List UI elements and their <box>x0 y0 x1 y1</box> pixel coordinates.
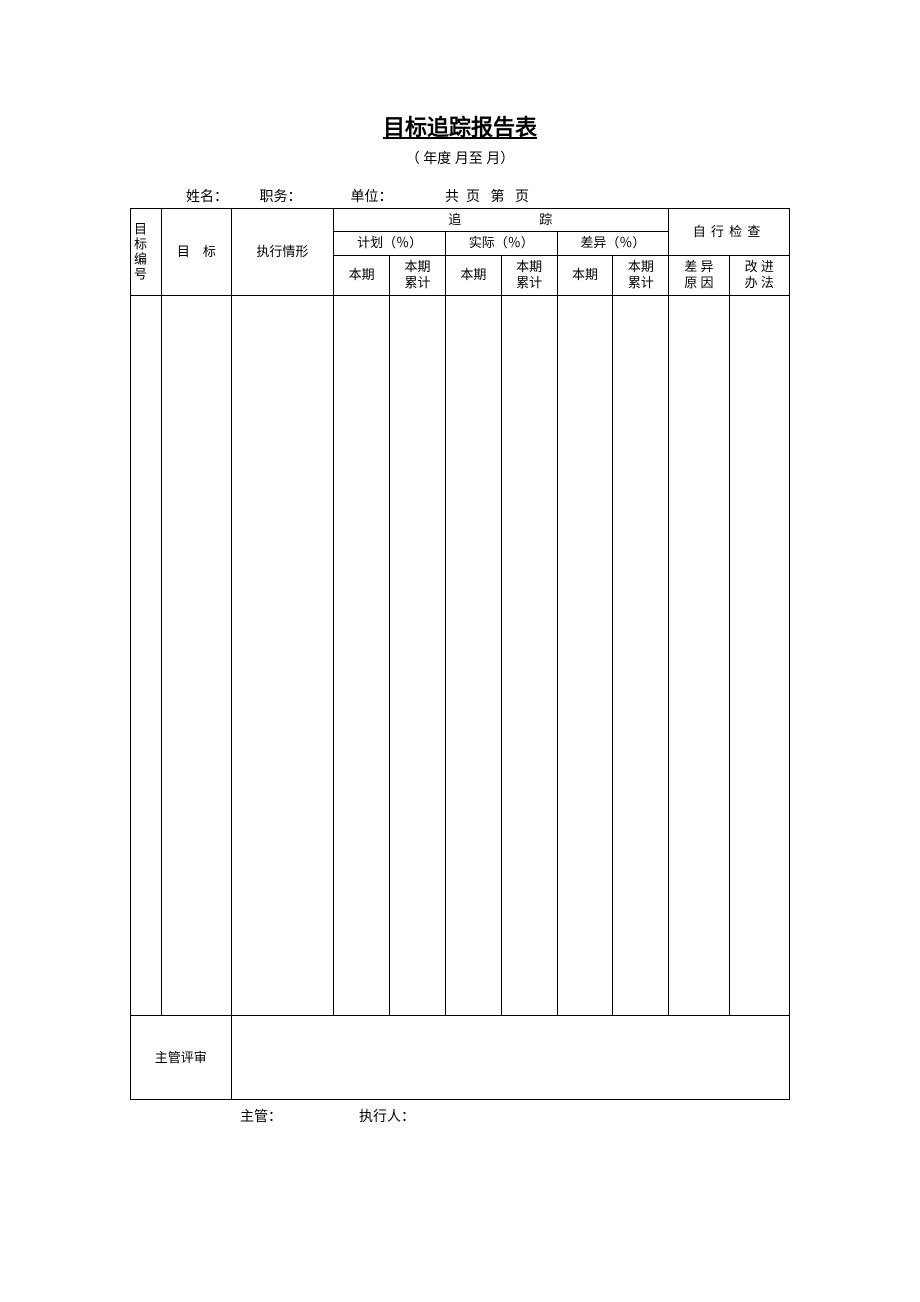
page-title: 目标追踪报告表 <box>130 110 790 142</box>
unit-label: 单位： <box>351 190 393 205</box>
cell-plan-cumulative <box>390 296 446 1016</box>
cell-id <box>131 296 162 1016</box>
header-variance-cumulative: 本期累计 <box>613 255 669 296</box>
table-header-row-1: 目标编号 目 标 执行情形 追踪 自行检查 <box>131 209 790 232</box>
date-range-subtitle: （ 年度 月至 月） <box>130 148 790 168</box>
cell-target <box>162 296 231 1016</box>
cell-variance-cumulative <box>613 296 669 1016</box>
table-body-row <box>131 296 790 1016</box>
tracking-table: 目标编号 目 标 执行情形 追踪 自行检查 计划（％） 实际（％） 差异（％） … <box>130 208 790 1100</box>
footer-row: 主管： 执行人： <box>130 1106 790 1126</box>
table-review-row: 主管评审 <box>131 1016 790 1100</box>
header-plan: 计划（％） <box>334 232 446 255</box>
header-actual-cumulative: 本期累计 <box>501 255 557 296</box>
header-selfcheck: 自行检查 <box>669 209 790 256</box>
header-actual: 实际（％） <box>445 232 557 255</box>
cell-variance-current <box>557 296 613 1016</box>
cell-execution <box>231 296 334 1016</box>
cell-review-label: 主管评审 <box>131 1016 232 1100</box>
info-row: 姓名： 职务： 单位： 共 页 第 页 <box>130 186 790 206</box>
header-target: 目 标 <box>162 209 231 296</box>
page-label: 共 页 第 页 <box>445 190 529 205</box>
cell-review-content <box>231 1016 790 1100</box>
cell-plan-current <box>334 296 390 1016</box>
supervisor-label: 主管： <box>240 1110 282 1125</box>
header-variance-current: 本期 <box>557 255 613 296</box>
header-actual-current: 本期 <box>445 255 501 296</box>
header-execution: 执行情形 <box>231 209 334 296</box>
name-label: 姓名： <box>186 190 228 205</box>
cell-actual-cumulative <box>501 296 557 1016</box>
cell-actual-current <box>445 296 501 1016</box>
header-plan-cumulative: 本期累计 <box>390 255 446 296</box>
position-label: 职务： <box>260 190 302 205</box>
header-plan-current: 本期 <box>334 255 390 296</box>
cell-reason <box>669 296 729 1016</box>
cell-improve <box>729 296 789 1016</box>
header-reason: 差 异原 因 <box>669 255 729 296</box>
header-improve: 改 进办 法 <box>729 255 789 296</box>
header-tracking: 追踪 <box>334 209 669 232</box>
executor-label: 执行人： <box>359 1110 415 1125</box>
header-id: 目标编号 <box>131 209 162 296</box>
header-variance: 差异（％） <box>557 232 669 255</box>
